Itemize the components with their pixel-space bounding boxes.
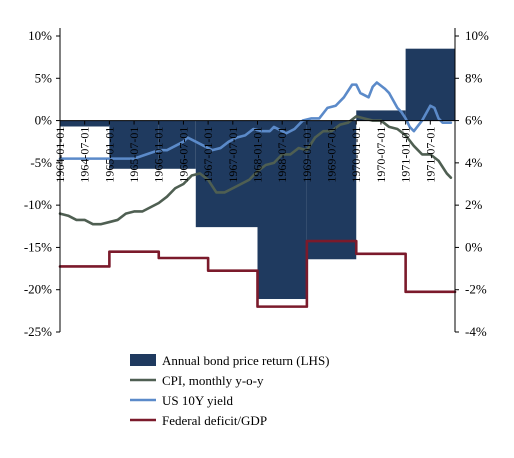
right-tick-label: 10% (465, 28, 489, 43)
x-tick-label: 1967-07-01 (226, 127, 240, 183)
bond-return-step-bar (195, 120, 258, 228)
x-tick-label: 1967-01-01 (201, 127, 215, 183)
x-tick-label: 1968-07-01 (275, 127, 289, 183)
left-tick-label: -5% (30, 155, 52, 170)
x-tick-label: 1971-07-01 (423, 127, 437, 183)
x-tick-label: 1969-01-01 (300, 127, 314, 183)
federal-deficit-line (58, 239, 457, 308)
legend-label: Federal deficit/GDP (162, 413, 267, 428)
right-tick-label: 2% (465, 197, 483, 212)
left-tick-label: -25% (24, 324, 52, 339)
right-tick-label: 6% (465, 113, 483, 128)
bond-return-step-bar (356, 110, 406, 121)
legend: Annual bond price return (LHS) CPI, month… (130, 353, 330, 428)
bond-return-step-bar (306, 120, 357, 260)
x-tick-label: 1966-07-01 (176, 127, 190, 183)
right-tick-label: 8% (465, 70, 483, 85)
line-series-group (58, 81, 457, 308)
x-tick-label: 1971-01-01 (399, 127, 413, 183)
x-tick-label: 1964-07-01 (78, 127, 92, 183)
right-tick-label: -4% (465, 324, 487, 339)
right-tick-label: -2% (465, 282, 487, 297)
us10y-yield-line (58, 81, 453, 160)
left-tick-label: 10% (28, 28, 52, 43)
x-tick-label: 1969-07-01 (325, 127, 339, 183)
left-tick-label: 5% (35, 70, 53, 85)
bond-return-step-bar (257, 120, 307, 300)
cpi-line (58, 115, 453, 226)
right-tick-label: 4% (465, 155, 483, 170)
x-tick-label: 1968-01-01 (251, 127, 265, 183)
x-tick-label: 1966-01-01 (152, 127, 166, 183)
left-tick-label: 0% (35, 113, 53, 128)
axes-group: -25% -20% -15% -10% -5% 0% 5% 10% -4% -2% 0% 2% 4% 6%… (24, 28, 489, 339)
left-tick-label: -10% (24, 197, 52, 212)
x-tick-label: 1964-01-01 (53, 127, 67, 183)
x-tick-label: 1965-07-01 (127, 127, 141, 183)
legend-label: CPI, monthly y-o-y (162, 373, 264, 388)
legend-label: Annual bond price return (LHS) (162, 353, 330, 368)
legend-swatch-bond-return (130, 354, 156, 366)
legend-label: US 10Y yield (162, 393, 234, 408)
x-tick-label: 1965-01-01 (102, 127, 116, 183)
bond-return-step-bar (109, 120, 159, 169)
x-tick-label: 1970-01-01 (349, 127, 363, 183)
x-tick-label: 1970-07-01 (374, 127, 388, 183)
left-tick-label: -15% (24, 239, 52, 254)
bond-return-area-group (60, 48, 455, 300)
bond-return-step-bar (405, 48, 455, 121)
right-tick-label: 0% (465, 239, 483, 254)
left-tick-label: -20% (24, 282, 52, 297)
